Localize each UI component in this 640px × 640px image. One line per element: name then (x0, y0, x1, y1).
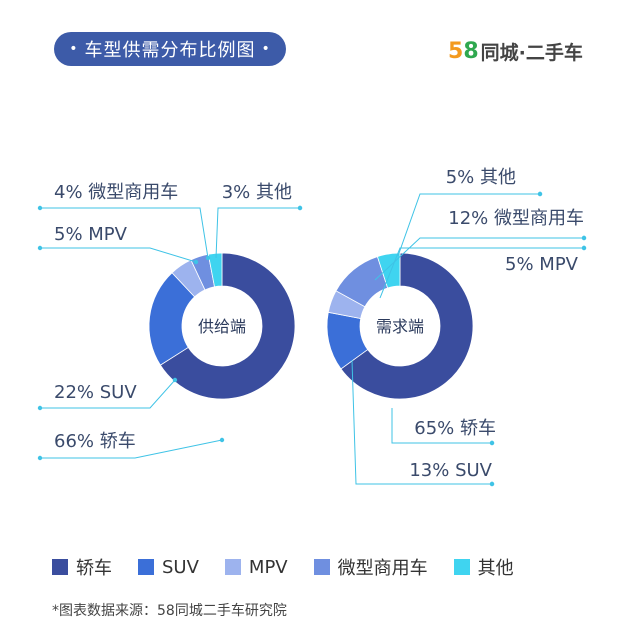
brand-logo-five: 5 (448, 38, 464, 64)
leader-line (40, 439, 223, 459)
title-dot-right: • (261, 41, 271, 57)
leader-line (379, 247, 584, 299)
slice-label-mini-commercial: 12% 微型商用车 (448, 208, 584, 229)
slice-label-mpv: 5% MPV (505, 254, 579, 275)
chart-title: 车型供需分布比例图 (84, 40, 256, 61)
leader-dot (172, 377, 178, 383)
legend-swatch (138, 559, 154, 575)
leader-dot (37, 455, 43, 461)
legend-item-mini-commercial: 微型商用车 (313, 554, 428, 580)
donut-demand: 需求端 65% 轿车 13% SUV 5% MPV 12% 微型商用车 5% 其他 (326, 167, 587, 487)
title-dot-left: • (69, 41, 79, 57)
leader-line (351, 359, 492, 485)
slice-label-mpv: 5% MPV (54, 224, 128, 245)
leader-dot (489, 440, 495, 446)
legend-item-suv: SUV (138, 557, 199, 578)
data-source-note: *图表数据来源：58同城二手车研究院 (52, 603, 287, 619)
leader-line (40, 379, 176, 409)
donut-center-label: 供给端 (198, 317, 246, 336)
brand-logo: 5 8 同城·二手车 (448, 36, 583, 66)
slice-other (207, 252, 223, 288)
leader-line (374, 237, 584, 281)
legend-label: SUV (162, 556, 199, 578)
slice-label-sedan: 65% 轿车 (414, 418, 496, 439)
leader-line (40, 207, 209, 259)
leader-dot (193, 259, 199, 265)
leader-dot (581, 245, 587, 251)
slice-label-mini-commercial: 4% 微型商用车 (54, 182, 178, 203)
slice-sedan (159, 252, 296, 400)
legend: 轿车 SUV MPV 微型商用车 其他 (52, 554, 540, 580)
leader-dot (37, 405, 43, 411)
legend-item-mpv: MPV (224, 556, 288, 578)
legend-label: 轿车 (76, 558, 112, 579)
leader-dot (581, 235, 587, 241)
leader-line (391, 408, 492, 444)
legend-item-sedan: 轿车 (52, 554, 112, 580)
leader-line (397, 193, 540, 257)
slice-label-suv: 13% SUV (409, 460, 492, 481)
slice-label-sedan: 66% 轿车 (54, 431, 136, 452)
leader-line (215, 207, 300, 259)
slice-label-suv: 22% SUV (54, 382, 137, 403)
donut-center-label: 需求端 (376, 317, 424, 336)
brand-logo-eight: 8 (463, 38, 479, 64)
leader-dot (37, 205, 43, 211)
legend-label: 其他 (477, 558, 514, 579)
leader-dot (489, 481, 495, 487)
legend-swatch (313, 559, 330, 575)
brand-logo-text: 同城·二手车 (480, 41, 583, 64)
slice-label-other: 5% 其他 (446, 167, 516, 188)
leader-line (40, 247, 197, 263)
leader-dot (205, 255, 211, 261)
legend-label: MPV (248, 556, 288, 578)
slice-label-other: 3% 其他 (222, 182, 292, 203)
chart-title-pill: • 车型供需分布比例图 • (54, 32, 286, 66)
donut-supply: 供给端 66% 轿车 22% SUV 5% MPV 4% 微型商用车 3% 其他 (37, 182, 303, 461)
leader-dot (297, 205, 303, 211)
legend-swatch (224, 559, 241, 575)
legend-item-other: 其他 (453, 554, 514, 580)
leader-dot (37, 245, 43, 251)
slice-sedan (340, 252, 474, 400)
legend-swatch (52, 559, 68, 575)
legend-swatch (453, 559, 470, 575)
leader-dot (219, 437, 225, 443)
legend-label: 微型商用车 (337, 558, 428, 579)
leader-dot (537, 191, 543, 197)
